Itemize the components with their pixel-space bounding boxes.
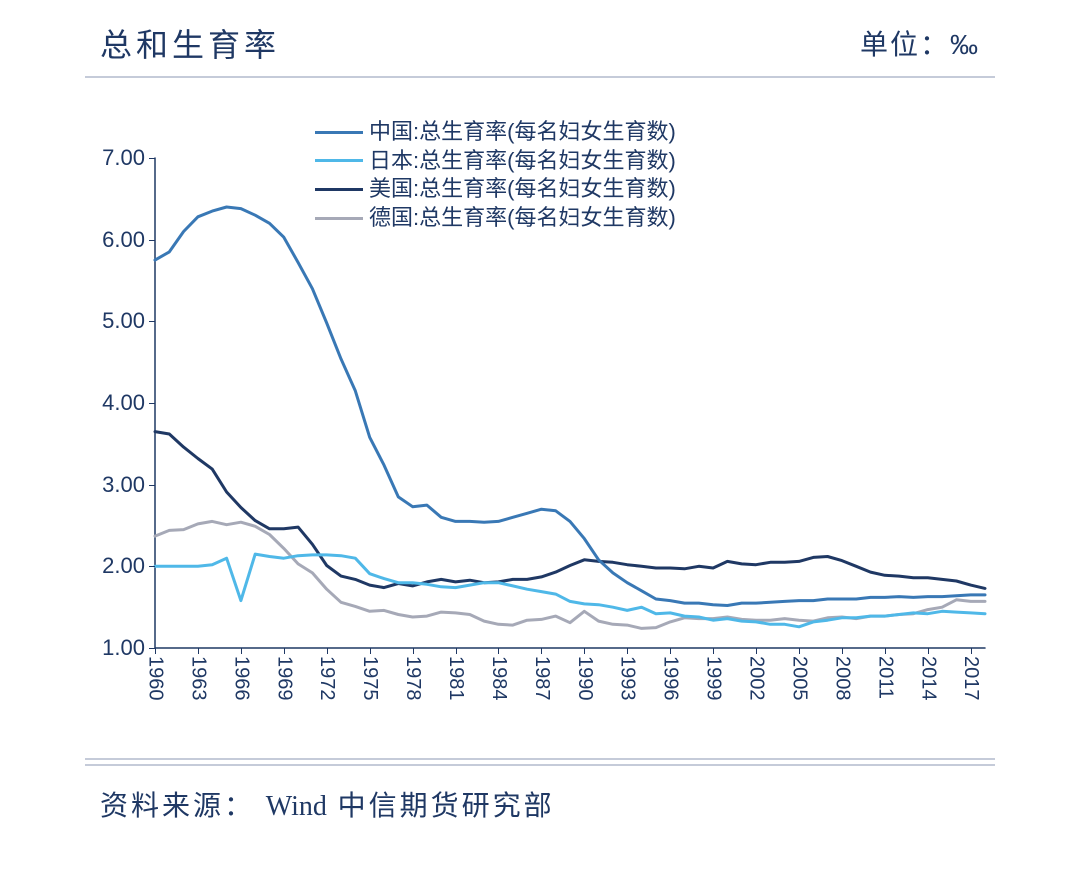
x-tick-mark — [370, 648, 371, 654]
plot-region: 1.002.003.004.005.006.007.00196019631966… — [155, 158, 985, 648]
x-tick-label: 2011 — [873, 656, 896, 699]
legend-swatch — [315, 131, 363, 134]
x-tick-label: 1981 — [444, 656, 467, 701]
y-tick-mark — [149, 321, 155, 322]
x-tick-label: 2002 — [745, 656, 768, 701]
x-tick-mark — [541, 648, 542, 654]
x-tick-mark — [327, 648, 328, 654]
x-tick-mark — [971, 648, 972, 654]
y-tick-label: 5.00 — [102, 308, 145, 334]
x-tick-label: 2008 — [830, 656, 853, 701]
x-tick-label: 1999 — [702, 656, 725, 701]
y-tick-label: 3.00 — [102, 472, 145, 498]
unit-label: 单位：‰ — [860, 23, 980, 63]
x-tick-mark — [155, 648, 156, 654]
x-tick-mark — [413, 648, 414, 654]
x-tick-label: 1984 — [487, 656, 510, 701]
source-line: 资料来源： Wind 中信期货研究部 — [100, 784, 980, 824]
x-tick-label: 1972 — [315, 656, 338, 701]
x-tick-mark — [928, 648, 929, 654]
x-tick-mark — [241, 648, 242, 654]
source-vendor: Wind — [266, 791, 327, 822]
x-tick-mark — [456, 648, 457, 654]
source-org: 中信期货研究部 — [327, 790, 555, 821]
x-tick-mark — [842, 648, 843, 654]
chart-area: 中国:总生育率(每名妇女生育数)日本:总生育率(每名妇女生育数)美国:总生育率(… — [85, 118, 995, 738]
x-tick-mark — [584, 648, 585, 654]
x-tick-label: 2017 — [959, 656, 982, 701]
y-tick-label: 4.00 — [102, 390, 145, 416]
x-tick-label: 1963 — [186, 656, 209, 701]
x-tick-mark — [198, 648, 199, 654]
y-tick-mark — [149, 240, 155, 241]
y-tick-label: 2.00 — [102, 553, 145, 579]
x-tick-mark — [284, 648, 285, 654]
top-rule — [85, 76, 995, 78]
x-tick-mark — [498, 648, 499, 654]
x-tick-mark — [756, 648, 757, 654]
y-tick-label: 1.00 — [102, 635, 145, 661]
x-tick-label: 1975 — [358, 656, 381, 701]
x-tick-label: 1978 — [401, 656, 424, 701]
x-tick-label: 1996 — [659, 656, 682, 701]
source-prefix: 资料来源： — [100, 790, 255, 821]
chart-title: 总和生育率 — [100, 20, 280, 66]
bottom-rules — [85, 758, 995, 766]
y-tick-mark — [149, 566, 155, 567]
y-tick-mark — [149, 485, 155, 486]
line-svg — [155, 158, 985, 648]
x-tick-label: 1960 — [144, 656, 167, 701]
x-tick-mark — [799, 648, 800, 654]
y-tick-label: 7.00 — [102, 145, 145, 171]
x-tick-label: 2014 — [916, 656, 939, 701]
y-tick-mark — [149, 158, 155, 159]
line-series — [155, 432, 985, 589]
x-tick-label: 1966 — [229, 656, 252, 701]
y-tick-mark — [149, 403, 155, 404]
x-tick-label: 1993 — [616, 656, 639, 701]
legend-item: 中国:总生育率(每名妇女生育数) — [315, 118, 676, 147]
x-tick-label: 1987 — [530, 656, 553, 701]
y-tick-label: 6.00 — [102, 227, 145, 253]
x-tick-mark — [885, 648, 886, 654]
x-tick-mark — [670, 648, 671, 654]
legend-label: 中国:总生育率(每名妇女生育数) — [369, 118, 676, 147]
x-tick-label: 1990 — [573, 656, 596, 701]
x-tick-mark — [627, 648, 628, 654]
x-tick-label: 1969 — [272, 656, 295, 701]
line-series — [155, 521, 985, 628]
x-tick-label: 2005 — [787, 656, 810, 701]
x-tick-mark — [713, 648, 714, 654]
